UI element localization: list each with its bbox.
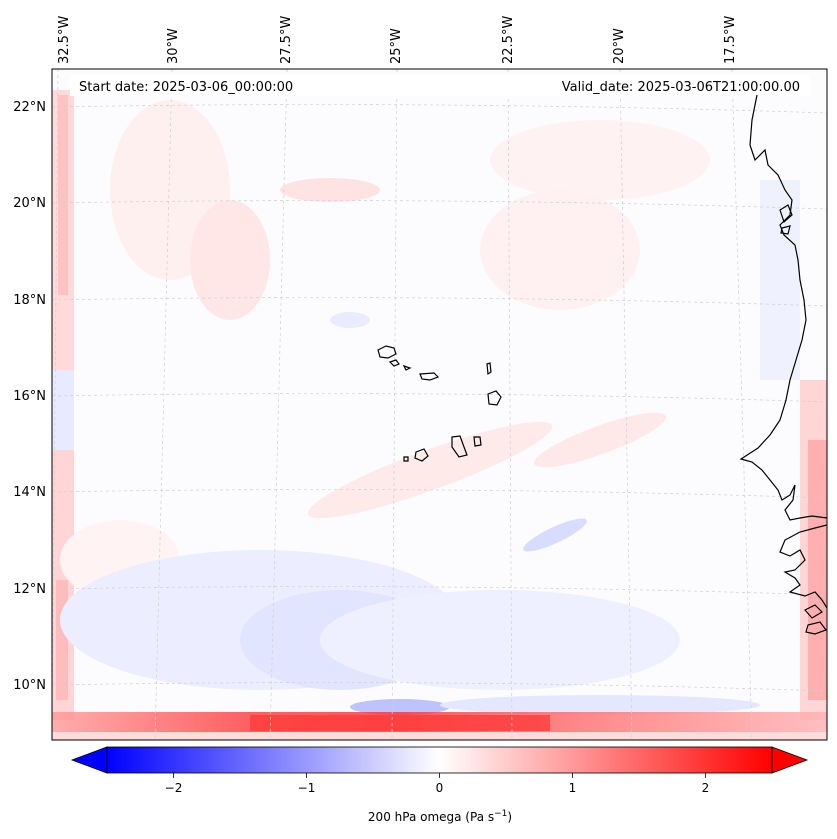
colorbar-tick-label: 0 (436, 781, 444, 795)
african-coastline (739, 94, 827, 635)
colorbar-tick-label: 2 (702, 781, 710, 795)
colorbar-extend-max (771, 746, 809, 774)
lat-label: 20°N (13, 196, 46, 211)
lat-label: 18°N (13, 293, 46, 308)
colorbar-title: 200 hPa omega (Pa s−1) (368, 809, 512, 824)
latitude-labels: 22°N 20°N 18°N 16°N 14°N 12°N 10°N (13, 100, 46, 693)
colorbar-tick-label: −1 (298, 781, 316, 795)
map-panel (52, 69, 827, 740)
omega-field (52, 90, 827, 740)
lat-label: 10°N (13, 678, 46, 693)
colorbar-title-main: 200 hPa omega (Pa s (368, 810, 494, 824)
lon-label: 25°W (389, 28, 404, 64)
colorbar-extend-min (70, 746, 108, 774)
map-frame (51, 68, 828, 741)
colorbar-ticks: −2 −1 0 1 2 (165, 773, 710, 795)
lon-label: 27.5°W (279, 16, 294, 64)
start-date-label: Start date: 2025-03-06_00:00:00 (79, 80, 293, 95)
colorbar: −2 −1 0 1 2 200 hPa omega (Pa s−1) (70, 746, 809, 824)
colorbar-title-exponent: −1 (494, 809, 507, 819)
lat-label: 22°N (13, 100, 46, 115)
colorbar-title-close: ) (507, 810, 512, 824)
header-strip (70, 74, 810, 96)
lon-label: 30°W (166, 28, 181, 64)
longitude-labels: 32.5°W 30°W 27.5°W 25°W 22.5°W 20°W 17.5… (57, 16, 738, 64)
lon-label: 17.5°W (723, 16, 738, 64)
valid-date-label: Valid_date: 2025-03-06T21:00:00.00 (562, 80, 800, 95)
lon-label: 20°W (612, 28, 627, 64)
cape-verde-islands (377, 345, 502, 462)
lat-label: 16°N (13, 389, 46, 404)
colorbar-tick-label: 1 (569, 781, 577, 795)
colorbar-tick-label: −2 (165, 781, 183, 795)
graticule (52, 69, 827, 740)
lat-label: 14°N (13, 485, 46, 500)
colorbar-body (106, 746, 773, 774)
lat-label: 12°N (13, 582, 46, 597)
lon-label: 32.5°W (57, 16, 72, 64)
lon-label: 22.5°W (501, 16, 516, 64)
